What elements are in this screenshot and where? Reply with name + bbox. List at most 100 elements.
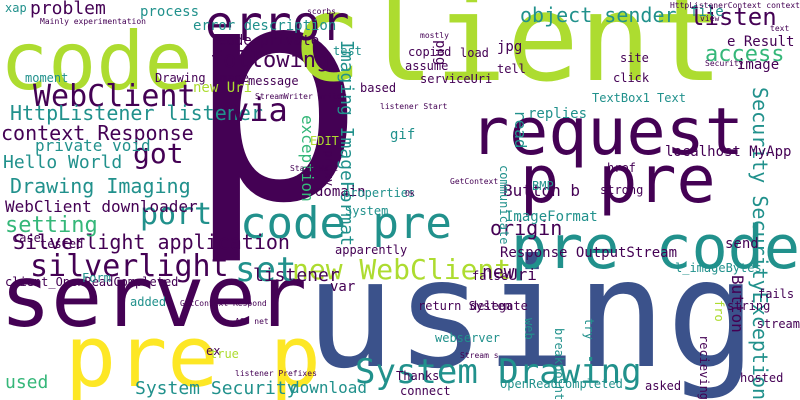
- word-drawing-imaging: Drawing Imaging: [10, 174, 191, 198]
- word-webclient-downloader: WebClient downloader: [5, 197, 198, 216]
- word-mainly-experimentation: Mainly experimentation: [40, 17, 146, 26]
- word-system: System: [345, 204, 389, 218]
- word-context-response: context Response: [1, 121, 194, 145]
- word-false: false: [472, 269, 509, 283]
- word-domain: domain: [315, 184, 366, 200]
- word-xap: xap: [5, 1, 27, 15]
- word-button-b: Button b: [503, 181, 581, 200]
- word-new-uri: new Uri: [193, 80, 253, 96]
- word-image: image: [737, 57, 780, 73]
- word-getcontext: GetContext: [450, 177, 499, 186]
- word-port: port: [140, 197, 213, 232]
- word-webserver: webserver: [435, 331, 501, 345]
- word-ex: ex: [206, 344, 221, 358]
- word-download: download: [290, 378, 368, 397]
- word-httplistener-listener: HttpListener listener: [10, 101, 263, 125]
- word-got: got: [133, 137, 184, 170]
- word-hello-world: Hello World: [3, 152, 123, 173]
- word-new: new: [482, 262, 515, 283]
- word-based: based: [360, 81, 397, 95]
- word-access: access: [705, 42, 785, 67]
- word-response-outputstream: Response OutputStream: [500, 245, 678, 261]
- word-tested: tested: [40, 237, 84, 251]
- word-setting: setting: [5, 213, 98, 238]
- word-e-result: e Result: [727, 34, 795, 50]
- word-test: test: [333, 44, 362, 58]
- word-apparently: apparently: [335, 243, 408, 257]
- word-text: text: [770, 24, 790, 33]
- word-pre-code: pre code: [511, 213, 800, 283]
- word-assume: assume: [405, 59, 449, 73]
- word-silverlight: silverlight: [30, 249, 229, 284]
- word-getcontext-respond: GetContext Respond: [180, 299, 267, 308]
- word-gif: gif: [390, 127, 416, 143]
- word-strong: strong: [600, 183, 644, 197]
- word-start-wait: Start Wait: [290, 164, 339, 173]
- word-private-void: private void: [35, 136, 151, 155]
- word-jpg: jpg: [497, 39, 523, 55]
- word-href: href: [607, 161, 636, 175]
- word-stream-s: Stream s: [460, 351, 499, 360]
- word-security: Security: [705, 59, 744, 68]
- word-tell: tell: [497, 62, 526, 76]
- word-edit: EDIT: [310, 134, 339, 148]
- word-following: following: [210, 48, 330, 73]
- word-textbox1-text: TextBox1 Text: [592, 91, 686, 105]
- word-recieving: recieving: [697, 334, 711, 400]
- word-httplistenercontext-context: HttpListenerContext context: [669, 1, 800, 10]
- word-delegate: delegate: [470, 299, 528, 313]
- word-view: view: [700, 14, 720, 23]
- word-web: web: [522, 318, 536, 340]
- word-scorbs: scorbs: [307, 7, 336, 16]
- word-p: p: [185, 0, 366, 269]
- word-stream: stream: [756, 317, 800, 331]
- word-connect: connect: [400, 384, 451, 398]
- word-silverlight-application: Silverlight application: [13, 230, 290, 254]
- word-object-sender: object sender: [520, 3, 677, 27]
- word-send: send: [725, 236, 759, 252]
- word-new-webclient: new WebClient: [292, 253, 512, 286]
- word-openreadcompleted: OpenReadCompleted: [500, 377, 623, 391]
- word-ok: Ok: [405, 189, 415, 198]
- word-serviceuri: serviceUri: [420, 72, 493, 86]
- word-client-openreadcompleted: client_OpenReadCompleted: [5, 275, 179, 289]
- word-asp-net: ASP net: [235, 317, 269, 326]
- word-load: load: [460, 46, 489, 60]
- word-click: click: [613, 71, 650, 85]
- word-error-description: error description: [193, 18, 337, 34]
- word-fails: fails: [758, 287, 795, 301]
- word-properties: properties: [343, 186, 416, 200]
- word-via: via: [230, 91, 288, 129]
- word-hosted: hosted: [740, 371, 784, 385]
- word-p-pre: p pre: [520, 143, 716, 218]
- word-pre-p: pre p: [65, 308, 321, 400]
- word-added: added: [130, 295, 167, 309]
- word-listener-start: listener Start: [380, 102, 448, 111]
- word-system-drawing: System Drawing: [355, 352, 642, 392]
- word-uri: Uri: [508, 265, 537, 284]
- word-file: file: [690, 4, 724, 20]
- word-used: used: [5, 372, 49, 393]
- word-try: try: [582, 318, 596, 340]
- word-l-imagebytes: l_imageBytes: [675, 261, 762, 275]
- word-moment: moment: [25, 71, 69, 85]
- word-set: set: [235, 250, 297, 290]
- word-code-private: code private: [218, 33, 320, 49]
- word-true: true: [210, 347, 239, 361]
- word-listener-prefixes: listener Prefixes: [235, 369, 317, 378]
- word-thanks: Thanks: [396, 369, 440, 383]
- word-case: case: [12, 231, 41, 245]
- word-form: Form: [82, 271, 111, 285]
- word-read: read: [511, 110, 530, 149]
- word-process: process: [140, 4, 200, 20]
- word-problem: problem: [30, 0, 106, 19]
- word-server: server: [0, 248, 308, 347]
- word-mostly: mostly: [420, 31, 449, 40]
- word-message: message: [248, 74, 299, 88]
- word-bmp: BMP: [532, 179, 554, 193]
- word-imageformat: ImageFormat: [505, 209, 598, 225]
- word-string: string: [727, 299, 771, 313]
- word-streamwriter-writer: StreamWriter writer: [255, 92, 347, 101]
- word-localhost-myapp: localhost MyApp: [665, 144, 792, 160]
